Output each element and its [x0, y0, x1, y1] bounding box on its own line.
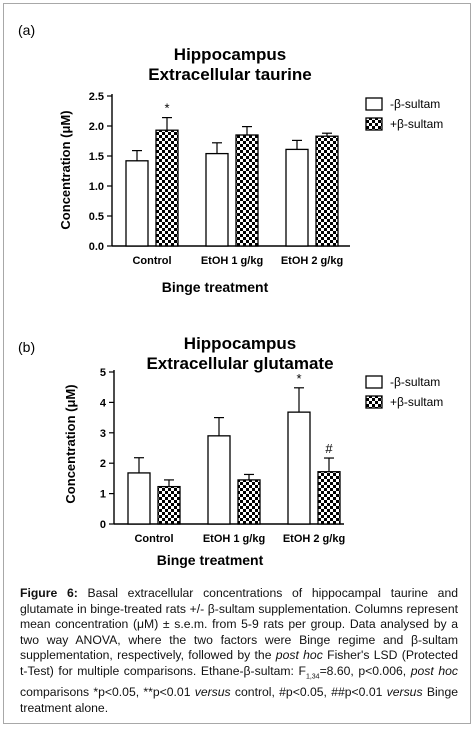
caption-posthoc-1: post hoc: [275, 648, 323, 663]
y-axis-label: Concentration (μM): [63, 384, 78, 503]
bar-minus-sultam: [127, 472, 151, 525]
panel-b-label: (b): [18, 339, 36, 355]
caption-text-4: comparisons *p<0.05, **p<0.01: [20, 685, 195, 699]
caption-versus-1: versus: [194, 685, 231, 699]
legend-label-plus: +β-sultam: [390, 117, 443, 131]
x-axis-label: Binge treatment: [162, 279, 269, 295]
caption-lead: Figure 6:: [20, 586, 78, 600]
legend-swatch-minus: [365, 97, 383, 111]
y-tick-label: 1.5: [89, 151, 104, 163]
caption-text-5: control, #p<0.05, ##p<0.01: [230, 685, 387, 699]
y-tick-label: 1.0: [89, 181, 104, 193]
bar-plus-sultam: [157, 485, 181, 525]
y-axis-label: Concentration (μM): [58, 110, 73, 229]
figure-caption: Figure 6: Basal extracellular concentrat…: [20, 586, 458, 716]
caption-text-1: Basal extracellular concentrations of hi…: [20, 586, 458, 663]
significance-mark: #: [325, 441, 333, 456]
panel-a-label: (a): [18, 22, 36, 38]
bar-minus-sultam: [205, 152, 229, 247]
bar-plus-sultam: [235, 134, 259, 247]
taurine-chart: Hippocampus Extracellular taurine Concen…: [58, 45, 443, 295]
bar-plus-sultam: [237, 479, 261, 525]
bar-plus-sultam: [317, 471, 341, 525]
bar-minus-sultam: [285, 148, 309, 247]
bar-plus-sultam: [315, 135, 339, 247]
y-tick-label: 2: [100, 458, 106, 470]
y-tick-label: 0.5: [89, 211, 104, 223]
figure-frame: [3, 3, 471, 724]
y-tick-label: 5: [100, 367, 106, 379]
bar-minus-sultam: [207, 435, 231, 525]
chart-title-line1: Hippocampus: [184, 334, 296, 353]
y-tick-label: 4: [100, 397, 107, 409]
legend-swatch-plus: [365, 117, 383, 131]
significance-mark: *: [296, 371, 301, 386]
glutamate-chart: Hippocampus Extracellular glutamate Conc…: [63, 334, 443, 568]
x-tick-label: EtOH 2 g/kg: [281, 255, 343, 267]
chart-title-line1: Hippocampus: [174, 45, 286, 64]
caption-posthoc-2: post hoc: [410, 663, 458, 678]
legend-label-plus: +β-sultam: [390, 395, 443, 409]
y-tick-label: 2.0: [89, 121, 104, 133]
caption-text-3: =8.60, p<0.006,: [319, 663, 411, 678]
x-tick-label: EtOH 2 g/kg: [283, 533, 345, 545]
x-tick-label: Control: [134, 533, 173, 545]
legend-swatch-minus: [365, 375, 383, 389]
y-tick-label: 2.5: [89, 91, 104, 103]
y-tick-label: 0.0: [89, 241, 104, 253]
caption-versus-2: versus: [386, 685, 423, 699]
chart-title-line2: Extracellular taurine: [148, 65, 311, 84]
x-axis-label: Binge treatment: [157, 552, 264, 568]
legend-label-minus: -β-sultam: [390, 97, 440, 111]
y-tick-label: 0: [100, 519, 106, 531]
x-tick-label: EtOH 1 g/kg: [203, 533, 265, 545]
significance-mark: *: [164, 101, 169, 116]
caption-text-6: Binge treatment alone.: [20, 685, 459, 715]
chart-title-line2: Extracellular glutamate: [146, 354, 333, 373]
bar-minus-sultam: [287, 411, 311, 525]
y-tick-label: 1: [100, 489, 106, 501]
caption-f-subscript: 1,34: [305, 673, 320, 681]
bar-minus-sultam: [125, 160, 149, 247]
caption-text-2: Fisher's LSD (Protected t-Test) for mult…: [20, 648, 458, 678]
legend-label-minus: -β-sultam: [390, 375, 440, 389]
x-tick-label: Control: [132, 255, 171, 267]
legend-swatch-plus: [365, 395, 383, 409]
y-tick-label: 3: [100, 428, 106, 440]
bar-plus-sultam: [155, 129, 179, 247]
x-tick-label: EtOH 1 g/kg: [201, 255, 263, 267]
